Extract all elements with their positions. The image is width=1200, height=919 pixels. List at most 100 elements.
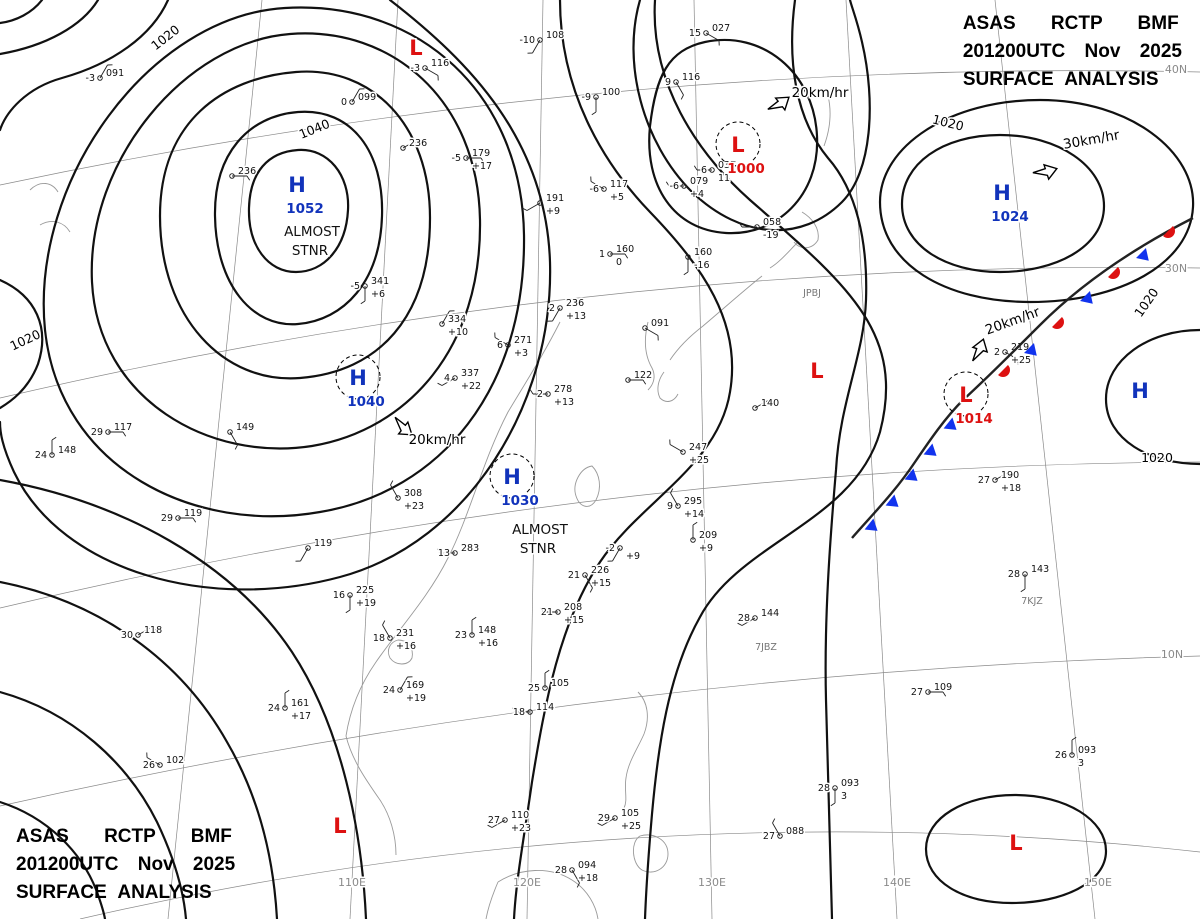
station-dewpoint: +16 <box>478 638 498 649</box>
wind-barb-icon <box>487 819 506 828</box>
station-temp: 28 <box>818 783 830 794</box>
station-temp: 15 <box>689 28 701 39</box>
station-plot: 27 110 +23 <box>486 809 532 836</box>
station-temp: 13 <box>438 548 450 559</box>
coastline <box>657 371 679 402</box>
almost-stnr-label: STNR <box>520 541 556 557</box>
station-pressure: 148 <box>478 625 496 636</box>
wind-barb-icon <box>675 81 684 100</box>
station-circle <box>752 615 758 621</box>
ship-ids: JPBJ 7KJZ 7JBZ <box>755 288 1043 653</box>
station-circle <box>97 75 103 81</box>
cold-front-pip-icon <box>943 417 957 430</box>
isobar <box>0 800 107 919</box>
station-circle <box>537 200 543 206</box>
station-plot: 140 <box>752 397 781 411</box>
station-temp: 28 <box>1008 569 1020 580</box>
station-plot: 1 160 0 <box>597 243 635 270</box>
station-temp: 29 <box>598 813 610 824</box>
high-center: H 1040 <box>335 354 386 412</box>
low-center: L 1000 <box>715 121 766 179</box>
station-dewpoint: +15 <box>591 578 611 589</box>
wind-barb-icon <box>232 175 251 181</box>
station-temp: 2 <box>537 389 543 400</box>
wind-barb-icon <box>137 627 156 636</box>
coastline <box>669 241 799 361</box>
station-plot: -6 117 +5 <box>588 176 630 205</box>
station-plot: 149 <box>227 421 256 450</box>
wind-barb-icon <box>591 97 597 116</box>
meridian-130e <box>693 0 713 919</box>
isobar <box>0 278 44 410</box>
station-temp: 25 <box>528 683 540 694</box>
station-pressure: 122 <box>634 370 652 381</box>
station-dewpoint: +17 <box>291 711 311 722</box>
station-pressure: 247 <box>689 442 707 453</box>
isobar <box>213 110 384 326</box>
coastline <box>345 735 397 856</box>
station-temp: 1 <box>599 249 605 260</box>
station-plot: 16 225 +19 <box>331 584 378 614</box>
wind-barb-icon <box>382 620 391 639</box>
pressure-letter: L <box>333 814 346 838</box>
station-plot: 23 148 +16 <box>453 616 500 651</box>
station-dewpoint: -19 <box>763 230 779 241</box>
cold-front-pip-icon <box>1080 291 1093 304</box>
coastline <box>644 321 655 391</box>
isobar <box>643 0 888 919</box>
station-temp: 4 <box>444 373 450 384</box>
station-circle <box>537 37 543 43</box>
station-pressure: 190 <box>1001 470 1019 481</box>
ship-callsign: 7KJZ <box>1021 596 1043 607</box>
pressure-letter: L <box>409 36 422 60</box>
station-pressure: 278 <box>554 384 572 395</box>
station-circle <box>777 833 783 839</box>
wind-barb-icon <box>399 676 413 691</box>
ship-callsign: 7JBZ <box>755 642 777 653</box>
station-pressure: 093 <box>841 778 859 789</box>
station-temp: 26 <box>143 760 155 771</box>
station-pressure: 088 <box>786 826 804 837</box>
pressure-value: 1052 <box>286 201 324 217</box>
movement-arrow-icon <box>394 416 413 436</box>
station-dewpoint: +17 <box>472 161 492 172</box>
parallel-10n <box>0 655 1200 807</box>
pressure-letter: H <box>349 366 367 390</box>
station-circle <box>752 405 758 411</box>
wind-barb-icon <box>737 617 756 626</box>
station-pressure: 341 <box>371 276 389 287</box>
station-dewpoint: 3 <box>1078 758 1084 769</box>
ship-callsign: JPBJ <box>802 288 821 299</box>
isobar <box>90 32 482 450</box>
coastline <box>623 691 648 809</box>
meridian-140e <box>845 0 898 919</box>
station-temp: 9 <box>665 77 671 88</box>
station-pressure: 295 <box>684 496 702 507</box>
almost-stnr-label: ALMOST <box>284 224 341 240</box>
isobar-value-label: 1020 <box>1131 285 1162 320</box>
wind-barb-icon <box>390 480 399 499</box>
station-dewpoint: +13 <box>566 311 586 322</box>
station-temp: 27 <box>763 831 775 842</box>
wind-barb-icon <box>527 39 541 54</box>
movement-arrow-icon <box>767 96 790 112</box>
station-plot: 334+10 <box>439 310 470 340</box>
cold-front-pip-icon <box>864 518 878 531</box>
cold-front-pip-icon <box>904 468 918 481</box>
cold-front-pip-icon <box>885 494 899 507</box>
stationary-front-line <box>962 216 1194 401</box>
meridian-120e <box>526 0 544 919</box>
station-pressure: 116 <box>431 58 449 69</box>
station-plot: 29 119 <box>159 507 203 526</box>
station-circle <box>502 817 508 823</box>
wind-barb-icon <box>1071 736 1077 755</box>
station-temp: 6 <box>701 165 707 176</box>
station-pressure: 140 <box>761 398 779 409</box>
pressure-letter: L <box>731 133 744 157</box>
station-pressure: 114 <box>536 702 554 713</box>
station-plot: 26 102 <box>141 752 186 773</box>
dashed-circle-icon <box>489 453 535 499</box>
low-center: L <box>332 813 348 840</box>
wind-barb-icon <box>738 222 757 228</box>
